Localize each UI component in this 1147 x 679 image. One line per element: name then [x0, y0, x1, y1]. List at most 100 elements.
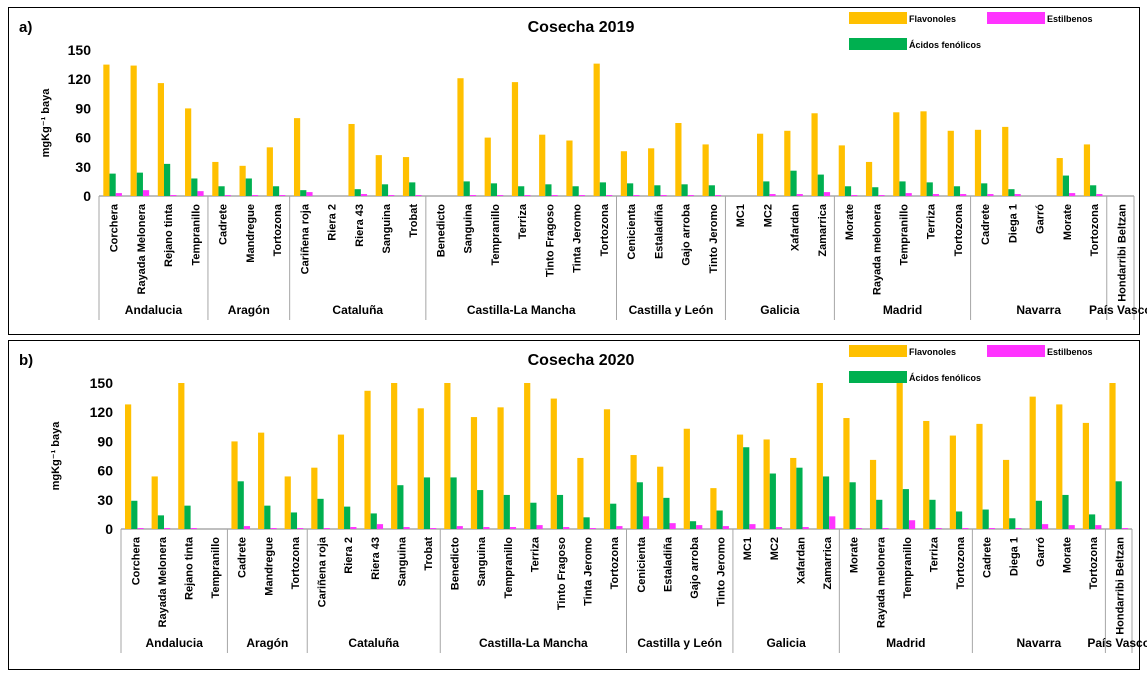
y-tick-label: 120 — [68, 71, 92, 87]
group-label: Andalucia — [146, 636, 204, 650]
bar-flavonoles-36 — [1083, 144, 1091, 196]
bar-cidosfenlicos-26 — [822, 476, 830, 529]
bar-cidosfenlicos-3 — [191, 178, 198, 196]
category-label: Tinto Fragoso — [544, 204, 556, 277]
legend-label: Ácidos fenólicos — [909, 40, 981, 50]
bar-cidosfenlicos-20 — [663, 497, 670, 529]
group-label: País Vasco — [1087, 636, 1147, 650]
category-label: Sanguina — [381, 203, 393, 253]
bar-estilbenos-19 — [633, 195, 640, 196]
bar-flavonoles-29 — [893, 112, 900, 196]
bar-flavonoles-14 — [497, 407, 504, 529]
bar-flavonoles-17 — [566, 140, 573, 196]
category-label: Cariñena roja — [299, 203, 311, 274]
bar-cidosfenlicos-35 — [1062, 494, 1069, 529]
bar-cidosfenlicos-17 — [583, 517, 590, 529]
category-label: Rayada Melonera — [136, 203, 148, 294]
legend-swatch — [987, 345, 1045, 357]
bar-flavonoles-27 — [843, 418, 850, 529]
category-label: Tinto Jeromo — [716, 537, 728, 607]
group-label: Madrid — [886, 636, 925, 650]
category-label: MC1 — [742, 537, 754, 560]
bar-estilbenos-8 — [350, 527, 357, 529]
category-label: MC2 — [762, 204, 774, 227]
bar-estilbenos-23 — [749, 524, 756, 529]
category-label: Gajo arroba — [681, 203, 693, 266]
bar-estilbenos-35 — [1069, 193, 1076, 196]
bar-estilbenos-14 — [497, 195, 504, 196]
bar-cidosfenlicos-1 — [157, 515, 165, 529]
bar-flavonoles-0 — [103, 64, 110, 196]
category-label: Morate — [1061, 537, 1073, 573]
bar-flavonoles-30 — [920, 111, 927, 196]
bar-flavonoles-25 — [784, 130, 791, 196]
bar-estilbenos-11 — [415, 195, 422, 196]
bar-cidosfenlicos-13 — [477, 490, 484, 529]
category-label: Rayada Melonera — [157, 536, 169, 627]
legend-label: Flavonoles — [909, 14, 956, 24]
bar-flavonoles-10 — [375, 155, 382, 196]
bar-estilbenos-6 — [279, 195, 286, 196]
bar-estilbenos-7 — [323, 528, 330, 529]
bar-estilbenos-17 — [578, 195, 585, 196]
bar-estilbenos-25 — [802, 527, 809, 529]
bar-flavonoles-7 — [311, 467, 318, 529]
bar-estilbenos-0 — [137, 528, 144, 529]
category-label: Rejano tinta — [184, 536, 196, 600]
y-tick-label: 0 — [83, 188, 91, 204]
y-tick-label: 30 — [97, 492, 113, 508]
bar-estilbenos-34 — [1041, 524, 1049, 529]
bar-cidosfenlicos-31 — [955, 511, 963, 529]
category-label: Tempranillo — [490, 204, 502, 266]
bar-estilbenos-28 — [882, 528, 889, 529]
bar-flavonoles-6 — [284, 476, 291, 529]
bar-flavonoles-24 — [757, 133, 764, 196]
category-label: Tortozona — [609, 536, 621, 589]
y-tick-label: 120 — [90, 404, 114, 420]
category-label: Trobat — [408, 204, 420, 238]
y-axis-label: mgKg⁻¹ baya — [50, 421, 62, 491]
category-label: Rayada melonera — [871, 203, 883, 295]
bar-cidosfenlicos-24 — [763, 181, 770, 196]
bar-cidosfenlicos-7 — [317, 498, 324, 529]
category-label: Cadrete — [982, 537, 994, 578]
bar-cidosfenlicos-27 — [849, 482, 856, 529]
category-label: Benedicto — [435, 204, 447, 257]
bar-estilbenos-2 — [170, 195, 177, 196]
bar-estilbenos-0 — [115, 193, 122, 196]
category-label: Tortozona — [955, 536, 967, 589]
group-label: Navarra — [1017, 636, 1062, 650]
chart-2019-svg: a) Cosecha 2019 mgKg⁻¹ baya 0 30 60 90 120 150 Co… — [19, 12, 1147, 320]
bar-estilbenos-18 — [616, 526, 623, 529]
group-label: Cataluña — [348, 636, 399, 650]
category-label: Terriza — [517, 203, 529, 239]
category-label: Xafardan — [790, 204, 802, 251]
bar-cidosfenlicos-17 — [572, 186, 579, 196]
bar-estilbenos-24 — [769, 194, 776, 196]
bar-flavonoles-1 — [151, 476, 158, 529]
bar-estilbenos-4 — [243, 526, 251, 529]
legend-label: Ácidos fenólicos — [909, 373, 981, 383]
bar-estilbenos-32 — [988, 528, 995, 529]
bar-flavonoles-29 — [896, 383, 903, 529]
bar-cidosfenlicos-26 — [817, 174, 824, 196]
bar-estilbenos-28 — [878, 195, 885, 196]
bar-cidosfenlicos-1 — [136, 172, 143, 196]
group-label: Andalucia — [125, 303, 183, 317]
bar-estilbenos-13 — [483, 527, 490, 529]
category-label: Riera 2 — [327, 204, 339, 241]
bar-flavonoles-10 — [391, 383, 398, 529]
bar-estilbenos-33 — [1015, 528, 1022, 529]
bar-flavonoles-2 — [178, 383, 185, 529]
bar-estilbenos-36 — [1095, 525, 1102, 529]
bar-cidosfenlicos-21 — [689, 521, 697, 529]
bar-cidosfenlicos-14 — [503, 494, 510, 529]
bar-estilbenos-21 — [687, 195, 694, 196]
category-label: Hondarribi Beltzan — [1116, 204, 1128, 302]
category-label: Cadrete — [237, 537, 249, 578]
bar-cidosfenlicos-29 — [899, 181, 906, 196]
category-label: Tempranillo — [190, 204, 202, 266]
bar-flavonoles-12 — [444, 383, 451, 529]
bar-estilbenos-31 — [960, 194, 967, 196]
bar-estilbenos-26 — [829, 516, 836, 529]
